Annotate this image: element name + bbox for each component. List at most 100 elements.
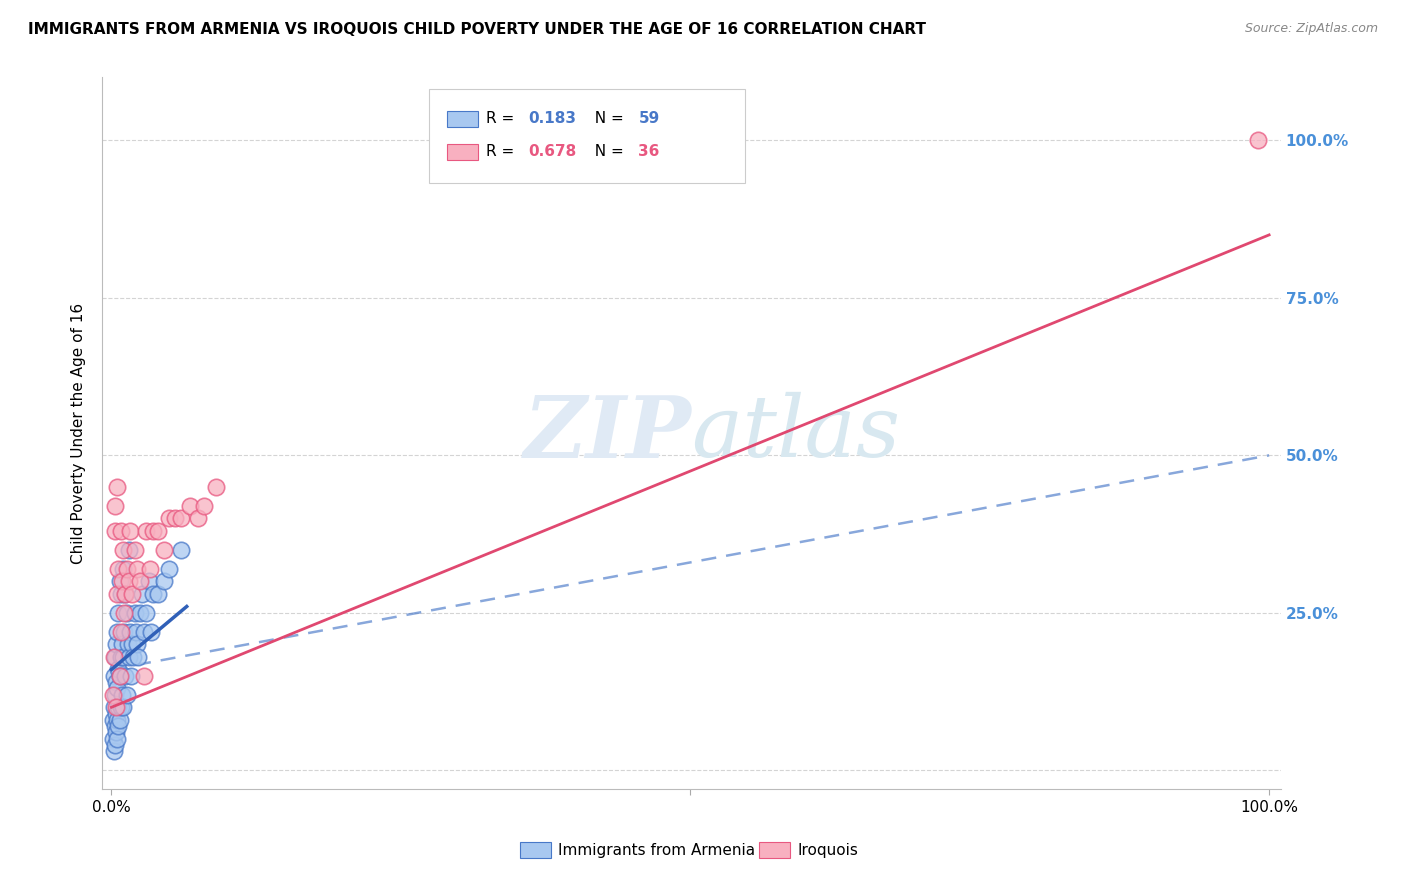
Text: N =: N = [585, 145, 628, 159]
Text: 59: 59 [638, 112, 659, 126]
Text: IMMIGRANTS FROM ARMENIA VS IROQUOIS CHILD POVERTY UNDER THE AGE OF 16 CORRELATIO: IMMIGRANTS FROM ARMENIA VS IROQUOIS CHIL… [28, 22, 927, 37]
Point [170, 542, 193, 557]
Point [105, 637, 128, 651]
Point [179, 499, 201, 513]
Text: Source: ZipAtlas.com: Source: ZipAtlas.com [1244, 22, 1378, 36]
Point [135, 524, 157, 538]
Point [105, 725, 128, 739]
Y-axis label: Child Poverty Under the Age of 16: Child Poverty Under the Age of 16 [72, 302, 86, 564]
Point [114, 669, 136, 683]
Text: 0.183: 0.183 [529, 112, 576, 126]
Point [112, 649, 135, 664]
Point [112, 606, 135, 620]
Text: R =: R = [486, 145, 520, 159]
Text: atlas: atlas [692, 392, 901, 475]
Point [107, 719, 129, 733]
Point [111, 688, 134, 702]
Point [101, 731, 124, 746]
Point [118, 624, 141, 639]
Point [101, 713, 124, 727]
Point [124, 542, 146, 557]
Point [129, 606, 152, 620]
Point [103, 700, 125, 714]
Point [112, 624, 135, 639]
Point [118, 524, 141, 538]
Point [108, 669, 131, 683]
Point [114, 587, 136, 601]
Point [122, 649, 145, 664]
Point [125, 624, 148, 639]
Point [107, 700, 129, 714]
Text: Immigrants from Armenia: Immigrants from Armenia [558, 843, 755, 857]
Point [107, 606, 129, 620]
Point [108, 669, 131, 683]
Point [157, 562, 180, 576]
Point [118, 649, 141, 664]
Point [146, 587, 169, 601]
Point [105, 480, 128, 494]
Point [165, 511, 187, 525]
Point [103, 744, 125, 758]
Text: ZIP: ZIP [523, 392, 692, 475]
Point [101, 688, 124, 702]
Point [108, 574, 131, 589]
Point [125, 637, 148, 651]
Point [135, 606, 157, 620]
Point [105, 700, 128, 714]
Point [110, 524, 132, 538]
Point [142, 587, 165, 601]
Point [138, 574, 160, 589]
Point [104, 738, 127, 752]
Text: 36: 36 [638, 145, 659, 159]
Point [105, 706, 128, 721]
Point [117, 637, 139, 651]
Point [105, 624, 128, 639]
Point [103, 649, 125, 664]
Point [139, 624, 162, 639]
Point [142, 524, 165, 538]
Point [115, 606, 138, 620]
Point [111, 574, 134, 589]
Point [204, 480, 226, 494]
Point [138, 562, 160, 576]
Point [1246, 133, 1268, 147]
Point [105, 587, 128, 601]
Point [105, 713, 128, 727]
Point [152, 574, 174, 589]
Point [104, 499, 127, 513]
Point [129, 574, 152, 589]
Point [125, 562, 148, 576]
Text: N =: N = [585, 112, 628, 126]
Point [110, 624, 132, 639]
Point [187, 511, 209, 525]
Point [111, 637, 134, 651]
Point [107, 663, 129, 677]
Point [170, 511, 193, 525]
Point [146, 524, 169, 538]
Text: R =: R = [486, 112, 520, 126]
Point [104, 719, 127, 733]
Point [107, 562, 129, 576]
Point [121, 637, 143, 651]
Point [103, 669, 125, 683]
Point [104, 524, 127, 538]
Point [108, 713, 131, 727]
Text: Iroquois: Iroquois [797, 843, 858, 857]
Point [124, 606, 146, 620]
Point [132, 669, 155, 683]
Point [105, 675, 128, 690]
Point [104, 649, 127, 664]
Point [115, 562, 138, 576]
Point [110, 700, 132, 714]
Point [121, 587, 143, 601]
Point [105, 731, 128, 746]
Point [157, 511, 180, 525]
Point [110, 587, 132, 601]
Point [112, 542, 135, 557]
Point [118, 542, 141, 557]
Point [193, 499, 215, 513]
Point [118, 574, 141, 589]
Point [104, 688, 127, 702]
Point [105, 681, 128, 696]
Point [110, 649, 132, 664]
